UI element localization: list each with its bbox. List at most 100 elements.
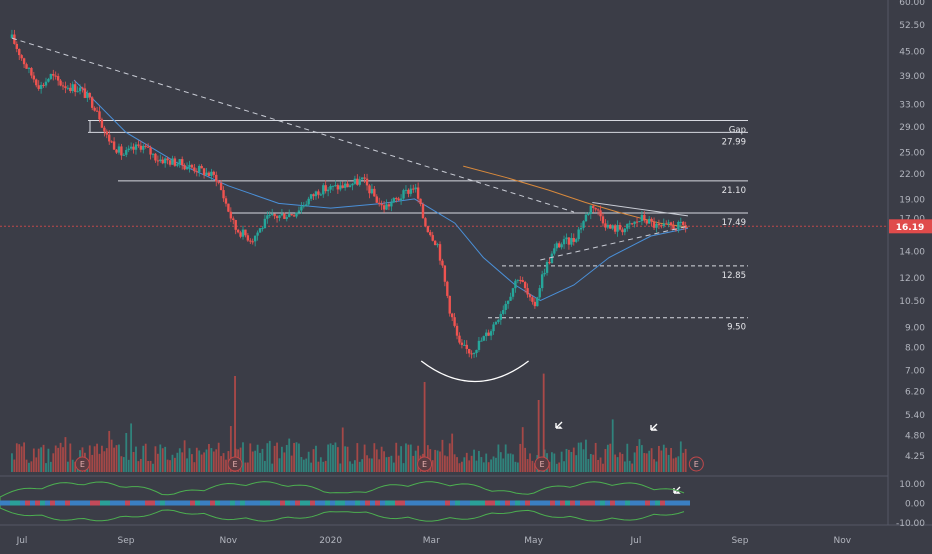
candle-body bbox=[210, 171, 213, 176]
candle-body bbox=[324, 185, 327, 192]
candle-body bbox=[317, 191, 320, 195]
last-price-badge bbox=[889, 219, 932, 234]
volume-bar bbox=[159, 444, 162, 472]
oscillator-strip bbox=[455, 500, 460, 506]
volume-bar bbox=[195, 447, 198, 472]
candle-body bbox=[363, 177, 366, 179]
volume-bar bbox=[351, 463, 354, 472]
candle-body bbox=[217, 181, 220, 183]
time-tick-label: Jul bbox=[16, 536, 28, 546]
oscillator-strip bbox=[200, 500, 205, 506]
oscillator-strip bbox=[375, 500, 380, 506]
oscillator-strip bbox=[535, 500, 540, 506]
volume-bar bbox=[215, 449, 218, 472]
volume-bar bbox=[431, 460, 434, 472]
trendline bbox=[11, 37, 575, 213]
volume-bar bbox=[346, 446, 349, 472]
volume-bar bbox=[244, 462, 247, 472]
volume-bar bbox=[553, 453, 556, 472]
candle-body bbox=[465, 344, 468, 349]
candle-body bbox=[390, 202, 393, 207]
volume-bar bbox=[458, 463, 461, 472]
candle-body bbox=[414, 187, 417, 190]
oscillator-strip bbox=[265, 500, 270, 506]
volume-bar bbox=[558, 462, 561, 472]
volume-bar bbox=[110, 439, 113, 472]
candle-body bbox=[560, 244, 563, 248]
volume-bar bbox=[470, 455, 473, 472]
oscillator-strip bbox=[250, 500, 255, 506]
candle-body bbox=[450, 313, 454, 318]
volume-bar bbox=[638, 439, 641, 472]
volume-bar bbox=[451, 433, 454, 472]
earnings-marker bbox=[74, 456, 90, 472]
earnings-marker-glyph: E bbox=[80, 460, 85, 469]
candle-body bbox=[511, 288, 515, 297]
candle-body bbox=[358, 179, 361, 185]
volume-bar bbox=[529, 453, 531, 472]
candle-body bbox=[672, 225, 675, 230]
candle-body bbox=[397, 198, 400, 201]
candle-body bbox=[567, 237, 571, 245]
volume-bar bbox=[200, 454, 203, 472]
volume-bar bbox=[164, 446, 167, 472]
candle-body bbox=[587, 214, 590, 216]
volume-bar bbox=[220, 456, 223, 472]
candle-body bbox=[441, 260, 444, 266]
volume-bar bbox=[677, 456, 680, 472]
oscillator-strip bbox=[610, 500, 615, 506]
volume-bar bbox=[88, 445, 91, 472]
candle-body bbox=[506, 300, 510, 304]
volume-bar bbox=[293, 442, 295, 472]
candle-body bbox=[557, 243, 561, 248]
oscillator-strip bbox=[460, 500, 465, 506]
candle-body bbox=[368, 185, 371, 194]
candle-body bbox=[20, 55, 23, 59]
candle-body bbox=[149, 147, 152, 155]
volume-bar bbox=[13, 459, 16, 472]
candle-body bbox=[433, 240, 437, 246]
volume-bar bbox=[390, 455, 393, 472]
oscillator-strip bbox=[505, 500, 510, 506]
volume-bar bbox=[375, 449, 378, 472]
oscillator-strip bbox=[545, 500, 550, 506]
price-tick-label: 60.00 bbox=[899, 0, 925, 8]
volume-bar bbox=[98, 453, 101, 472]
volume-bar bbox=[417, 445, 420, 472]
volume-bar bbox=[533, 463, 536, 472]
candle-body bbox=[236, 229, 240, 233]
volume-bar bbox=[456, 457, 458, 472]
volume-spike bbox=[537, 400, 540, 472]
volume-bar bbox=[670, 447, 672, 472]
candle-body bbox=[460, 342, 464, 345]
candle-body bbox=[241, 229, 245, 237]
candle-body bbox=[232, 218, 235, 220]
oscillator-strip bbox=[600, 500, 605, 506]
volume-bar bbox=[514, 461, 517, 472]
candle-body bbox=[173, 158, 177, 166]
oscillator-strip bbox=[150, 500, 155, 506]
time-tick-label: 2020 bbox=[319, 536, 342, 546]
volume-bar bbox=[631, 463, 634, 472]
volume-bar bbox=[366, 455, 368, 472]
oscillator-strip bbox=[630, 500, 635, 506]
oscillator-strip bbox=[45, 500, 50, 506]
oscillator-strip bbox=[0, 500, 5, 506]
candle-body bbox=[348, 185, 352, 188]
volume-bar bbox=[648, 450, 651, 472]
volume-bar bbox=[400, 446, 402, 472]
candle-body bbox=[249, 240, 252, 242]
candle-body bbox=[227, 203, 230, 212]
volume-bar bbox=[655, 461, 658, 472]
candle-body bbox=[25, 64, 28, 69]
candle-body bbox=[178, 159, 181, 165]
oscillator-strip bbox=[685, 500, 690, 506]
rounding-bottom-arc bbox=[420, 360, 529, 383]
candle-body bbox=[142, 145, 145, 150]
volume-bar bbox=[251, 451, 254, 472]
volume-bar bbox=[502, 458, 505, 472]
candle-body bbox=[438, 244, 442, 261]
oscillator-strip bbox=[675, 500, 680, 506]
